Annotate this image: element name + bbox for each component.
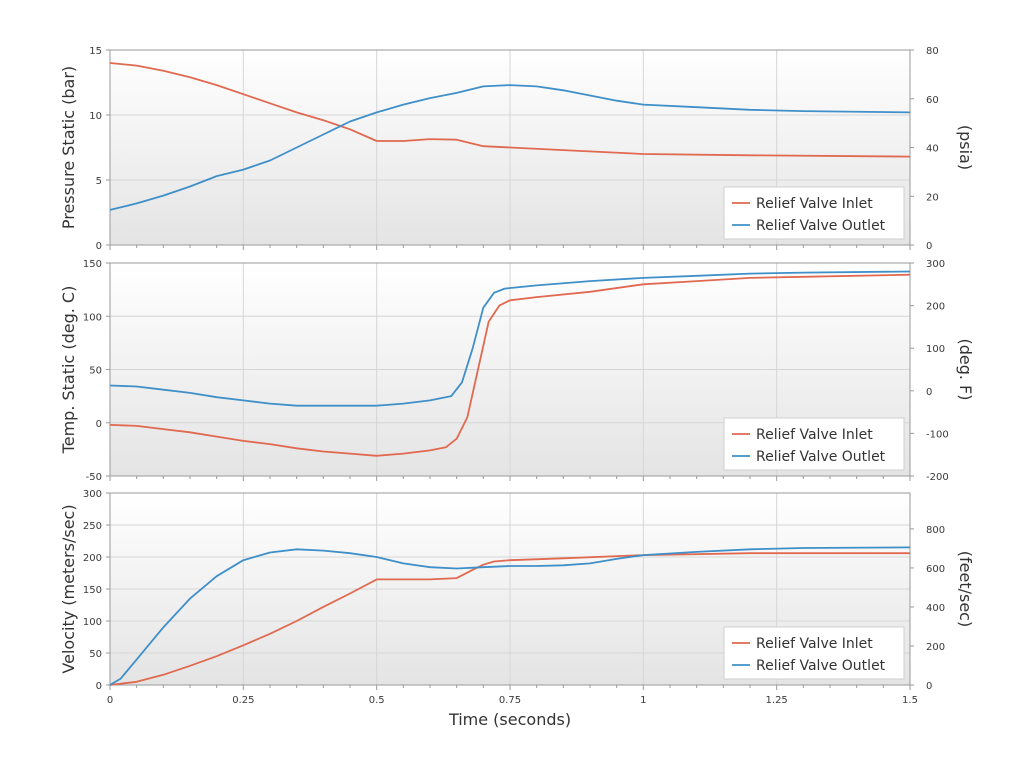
y2-tick-label: -100 [926, 429, 949, 440]
x-tick-label: 0 [107, 695, 113, 706]
series-line-inlet [109, 62, 911, 158]
y2-tick-label: -200 [926, 472, 949, 483]
y2-tick-label: 0 [926, 387, 932, 398]
y2-tick-label: 100 [926, 344, 945, 355]
y-tick-label: 100 [83, 312, 102, 323]
legend-box [723, 417, 905, 471]
legend: Relief Valve Inlet Relief Valve Outlet [723, 626, 905, 680]
y-tick-label: 0 [96, 241, 102, 252]
legend-label: Relief Valve Outlet [756, 449, 886, 465]
y2-tick-label: 600 [926, 564, 945, 575]
x-tick-label: 0.5 [369, 695, 385, 706]
y2-tick-label: 800 [926, 525, 945, 536]
x-tick-label: 1.25 [766, 695, 788, 706]
panel-1: 0 5 10 15 0 20 40 60 80 Pressure Static (bar) (psi… [59, 46, 975, 252]
x-tick-label: 0.75 [499, 695, 521, 706]
y-tick-label: 0 [96, 419, 102, 430]
y-tick-label: 200 [83, 553, 102, 564]
legend: Relief Valve Inlet Relief Valve Outlet [723, 417, 905, 471]
legend: Relief Valve Inlet Relief Valve Outlet [723, 186, 905, 240]
y-tick-label: 150 [83, 259, 102, 270]
y-axis-title: Temp. Static (deg. C) [59, 286, 78, 455]
y2-tick-label: 80 [926, 46, 939, 57]
series-line-outlet [109, 546, 911, 686]
series-line-outlet [109, 84, 911, 211]
series-line-inlet [109, 273, 911, 457]
y-axis-title: Velocity (meters/sec) [59, 504, 78, 673]
legend-box [723, 186, 905, 240]
y2-axis-title: (feet/sec) [956, 551, 975, 627]
x-tick-label: 1 [640, 695, 646, 706]
legend-label: Relief Valve Outlet [756, 658, 886, 674]
y-tick-label: 5 [96, 176, 102, 187]
y-tick-label: 300 [83, 489, 102, 500]
panel-3: 0 50 100 150 200 250 300 0 200 400 600 800 Velocity … [59, 489, 975, 706]
y2-tick-label: 200 [926, 642, 945, 653]
y-tick-label: 100 [83, 617, 102, 628]
y-tick-label: 150 [83, 585, 102, 596]
y-tick-label: 50 [89, 649, 102, 660]
y-tick-label: 10 [89, 111, 102, 122]
y2-tick-label: 200 [926, 302, 945, 313]
panel-2: -50 0 50 100 150 -200 -100 0 100 200 300 Temp. Stat… [59, 259, 975, 483]
legend-box [723, 626, 905, 680]
y2-axis-title: (deg. F) [956, 338, 975, 400]
y-tick-label: 15 [89, 46, 102, 57]
x-axis-title: Time (seconds) [448, 710, 571, 729]
y2-tick-label: 0 [926, 681, 932, 692]
y-axis-title: Pressure Static (bar) [59, 66, 78, 229]
legend-label: Relief Valve Inlet [756, 427, 873, 443]
y2-tick-label: 0 [926, 241, 932, 252]
y2-tick-label: 400 [926, 603, 945, 614]
x-tick-label: 0.25 [232, 695, 254, 706]
y2-tick-label: 20 [926, 192, 939, 203]
legend-label: Relief Valve Inlet [756, 636, 873, 652]
legend-label: Relief Valve Inlet [756, 196, 873, 212]
y2-axis-title: (psia) [956, 125, 975, 170]
y-tick-label: -50 [86, 472, 102, 483]
y-tick-label: 0 [96, 681, 102, 692]
x-tick-label: 1.5 [902, 695, 918, 706]
y-tick-label: 250 [83, 521, 102, 532]
y2-tick-label: 300 [926, 259, 945, 270]
series-line-inlet [109, 552, 910, 686]
y2-tick-label: 40 [926, 144, 939, 155]
legend-label: Relief Valve Outlet [756, 218, 886, 234]
y2-tick-label: 60 [926, 95, 939, 106]
y-tick-label: 50 [89, 366, 102, 377]
series-line-outlet [109, 270, 911, 407]
